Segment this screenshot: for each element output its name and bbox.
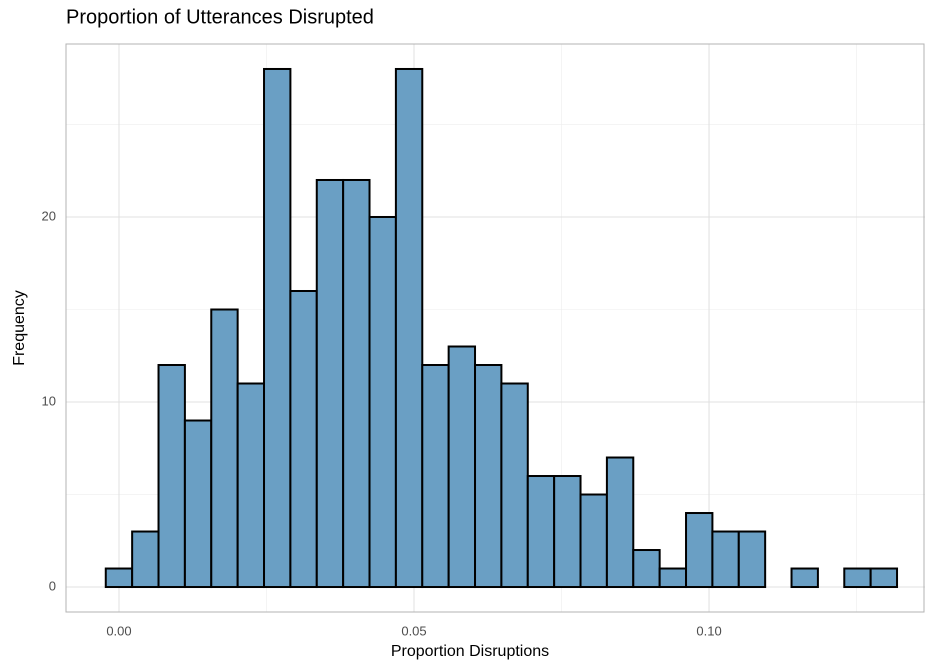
chart-title: Proportion of Utterances Disrupted <box>66 6 374 28</box>
bar <box>315 178 345 589</box>
bar <box>210 308 239 589</box>
x-axis-label: Proportion Disruptions <box>391 643 549 660</box>
bar <box>658 567 688 589</box>
y-tick-label: 10 <box>42 393 56 408</box>
bar <box>183 419 213 589</box>
bar <box>289 289 318 589</box>
x-tick-label: 0.10 <box>696 623 721 638</box>
bar <box>526 475 556 589</box>
bar <box>447 345 477 589</box>
bar <box>737 530 767 589</box>
panel-border <box>65 43 925 613</box>
bar <box>711 530 740 589</box>
x-tick-label: 0.00 <box>106 623 131 638</box>
y-tick-label: 0 <box>49 578 56 593</box>
bar <box>157 364 186 589</box>
bar <box>342 178 371 589</box>
bar <box>553 475 582 589</box>
bar <box>368 215 397 589</box>
bar <box>131 530 160 589</box>
bar <box>104 567 134 589</box>
bar <box>263 67 292 589</box>
bar <box>394 67 424 589</box>
y-axis-label: Frequency <box>11 290 28 366</box>
bar <box>421 364 450 589</box>
bar <box>869 567 899 589</box>
bar <box>632 549 661 589</box>
bar <box>236 382 266 589</box>
bar <box>843 567 872 589</box>
bar <box>790 567 819 589</box>
bar <box>605 456 635 589</box>
bar <box>685 512 714 589</box>
bar <box>474 364 503 589</box>
bar <box>500 382 529 589</box>
y-tick-label: 20 <box>42 208 56 223</box>
x-tick-label: 0.05 <box>401 623 426 638</box>
bar <box>579 493 608 589</box>
